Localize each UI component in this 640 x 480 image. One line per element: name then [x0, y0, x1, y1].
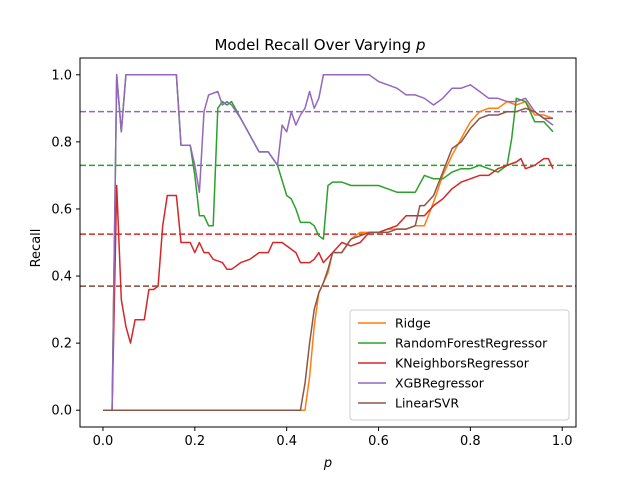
legend-label-0: Ridge: [395, 316, 431, 331]
legend-label-4: LinearSVR: [395, 396, 459, 411]
legend-label-2: KNeighborsRegressor: [395, 356, 530, 371]
series-line-1: [103, 74, 554, 411]
chart-title-variable: p: [415, 36, 426, 54]
x-tick-label-3: 0.6: [368, 434, 389, 449]
y-axis-label: Recall: [29, 229, 44, 268]
plot-frame: [79, 57, 577, 428]
x-tick-label-5: 1.0: [552, 434, 573, 449]
legend-label-1: RandomForestRegressor: [395, 336, 548, 351]
x-axis-label: p: [323, 456, 332, 471]
chart-title-text: Model Recall Over Varying: [214, 36, 411, 54]
y-tick-label-4: 0.8: [51, 135, 72, 150]
series-line-4: [103, 107, 553, 411]
y-tick-label-1: 0.2: [51, 337, 72, 352]
x-tick-label-4: 0.8: [460, 434, 481, 449]
x-tick-label-1: 0.2: [184, 434, 205, 449]
chart-title: Model Recall Over Varying p: [214, 36, 425, 54]
legend-label-3: XGBRegressor: [395, 376, 485, 391]
y-tick-label-2: 0.4: [51, 270, 72, 285]
y-tick-label-0: 0.0: [51, 404, 72, 419]
y-tick-label-5: 1.0: [51, 68, 72, 83]
series-line-2: [103, 157, 554, 411]
x-tick-label-2: 0.4: [276, 434, 297, 449]
legend-box: [349, 309, 570, 421]
y-tick-label-3: 0.6: [51, 202, 72, 217]
x-tick-label-0: 0.0: [93, 434, 114, 449]
series-line-3: [103, 74, 554, 411]
